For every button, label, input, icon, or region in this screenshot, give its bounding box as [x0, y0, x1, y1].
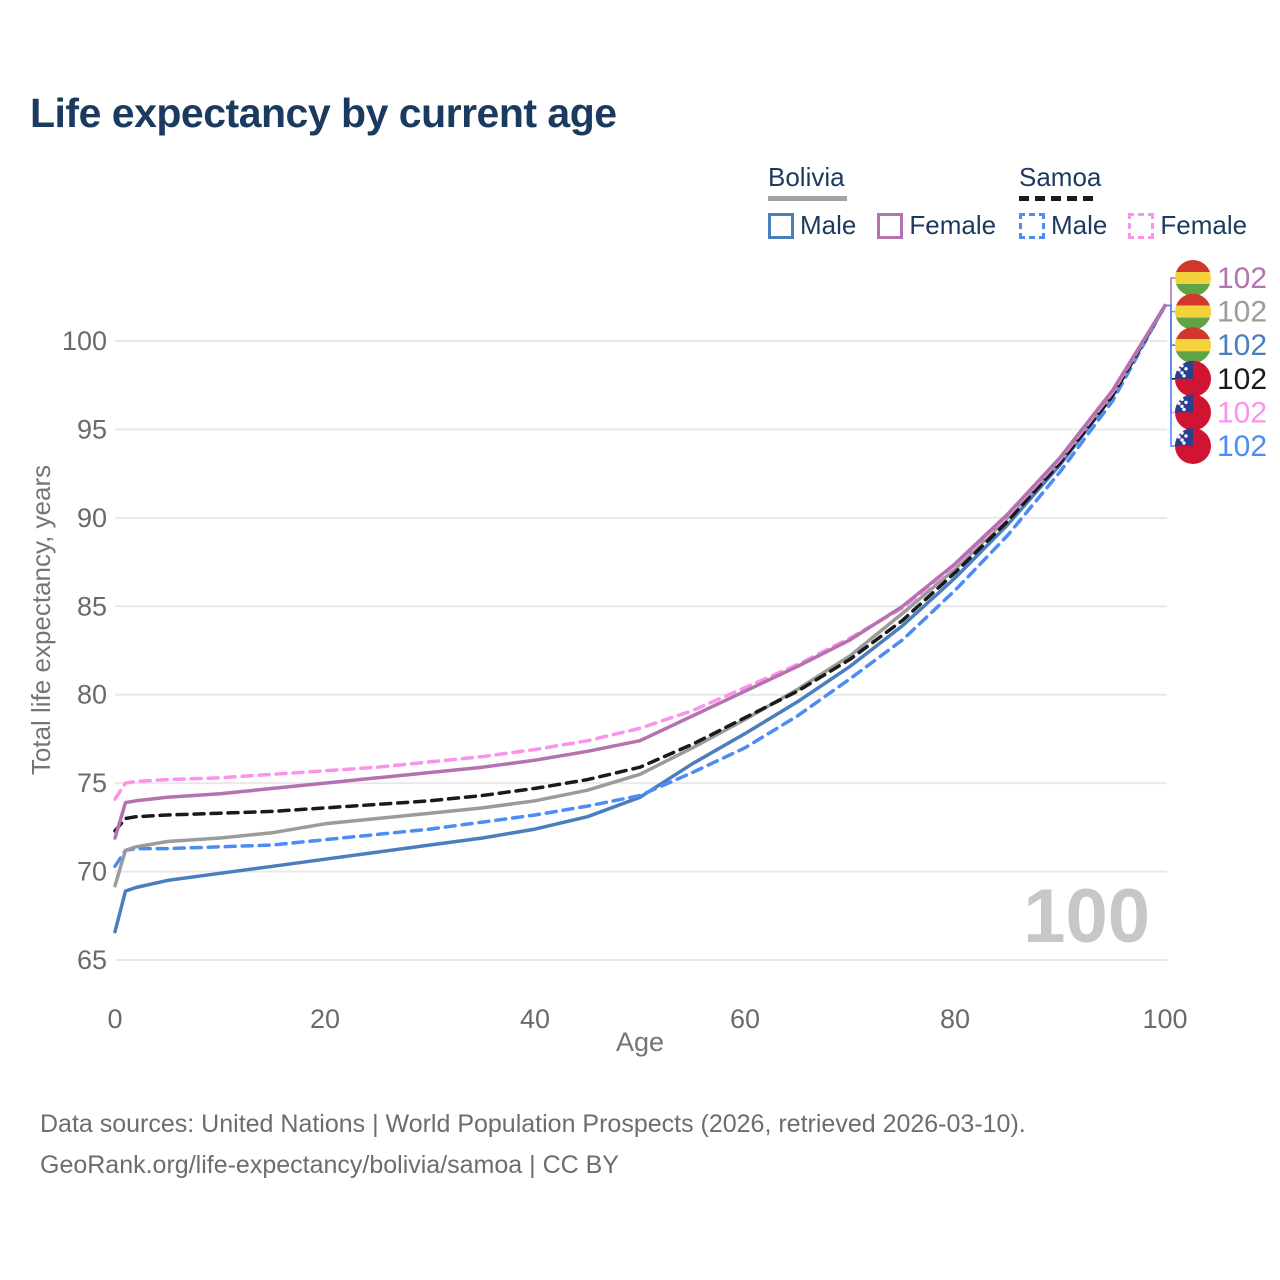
end-value-label-samoa-overall: 102 — [1217, 363, 1267, 396]
legend-underline-samoa-line-swatch — [1019, 196, 1098, 201]
flag-icon-bolivia — [1175, 293, 1211, 330]
flag-icon-samoa — [1175, 360, 1211, 397]
y-axis-tick-label: 85 — [77, 591, 107, 621]
legend-item-label: Female — [909, 210, 997, 240]
flag-icon-samoa — [1175, 428, 1211, 464]
data-sources-text: Data sources: United Nations | World Pop… — [40, 1110, 1026, 1138]
line-swatch-bolivia-female — [877, 212, 904, 239]
y-axis-title: Total life expectancy, years — [26, 465, 56, 775]
y-axis-tick-label: 70 — [77, 857, 107, 887]
x-axis-tick-label: 0 — [107, 1004, 122, 1034]
x-axis-tick-label: 80 — [940, 1004, 970, 1034]
line-samoa-female[interactable] — [113, 303, 1167, 801]
legend-item-samoa-female[interactable]: Female — [1128, 210, 1247, 241]
legend-group-title-samoa[interactable]: Samoa — [1019, 162, 1102, 192]
flag-icon-bolivia — [1175, 260, 1211, 296]
line-bolivia-female[interactable] — [113, 303, 1167, 840]
page-title: Life expectancy by current age — [30, 90, 617, 136]
flag-icon-bolivia — [1175, 327, 1211, 364]
y-axis-tick-label: 65 — [77, 945, 107, 975]
end-value-label-bolivia-female: 102 — [1217, 262, 1267, 295]
x-axis-tick-label: 40 — [520, 1004, 550, 1034]
end-label-connector-samoa-male — [1165, 304, 1175, 447]
x-axis-tick-label: 60 — [730, 1004, 760, 1034]
legend-item-label: Male — [800, 210, 857, 240]
legend-item-label: Female — [1160, 210, 1248, 240]
end-value-label-bolivia-overall: 102 — [1217, 296, 1267, 329]
line-swatch-samoa-male — [1019, 212, 1045, 239]
y-axis-tick-label: 90 — [77, 503, 107, 533]
legend-item-label: Male — [1051, 210, 1108, 240]
y-axis-tick-label: 95 — [77, 414, 107, 444]
x-axis-title: Age — [616, 1027, 664, 1057]
legend-item-bolivia-female[interactable]: Female — [877, 210, 996, 241]
legend-underline-bolivia-line-swatch — [768, 196, 847, 201]
line-samoa-male[interactable] — [113, 303, 1167, 869]
line-bolivia-male[interactable] — [113, 303, 1167, 934]
flag-icon-samoa — [1175, 394, 1211, 431]
legend-item-bolivia-male[interactable]: Male — [768, 210, 856, 241]
y-axis-tick-label: 80 — [77, 680, 107, 710]
line-swatch-samoa-female — [1128, 212, 1155, 239]
chart-legend: Bolivia Male Female Samoa Male Female — [0, 162, 1280, 242]
legend-group-bolivia: Bolivia Male Female — [768, 162, 996, 241]
end-value-label-samoa-male: 102 — [1217, 430, 1267, 463]
legend-group-title-bolivia[interactable]: Bolivia — [768, 162, 845, 192]
legend-item-samoa-male[interactable]: Male — [1019, 210, 1107, 241]
end-label-connector-samoa-overall — [1165, 304, 1175, 380]
x-axis-tick-label: 100 — [1142, 1004, 1187, 1034]
end-value-label-samoa-female: 102 — [1217, 396, 1267, 429]
end-label-connector-samoa-female — [1165, 304, 1175, 414]
line-swatch-bolivia-male — [768, 212, 794, 239]
y-axis-tick-label: 100 — [62, 326, 107, 356]
x-axis-tick-label: 20 — [310, 1004, 340, 1034]
legend-group-samoa: Samoa Male Female — [1019, 162, 1247, 241]
current-age-watermark: 100 — [1023, 874, 1150, 959]
end-value-label-bolivia-male: 102 — [1217, 329, 1267, 362]
line-bolivia-overall[interactable] — [113, 303, 1167, 888]
end-label-connector-bolivia-female — [1165, 277, 1175, 307]
attribution-text: GeoRank.org/life-expectancy/bolivia/samo… — [40, 1151, 619, 1179]
y-axis-tick-label: 75 — [77, 768, 107, 798]
chart-footer: Data sources: United Nations | World Pop… — [40, 1104, 1026, 1186]
line-samoa-overall[interactable] — [113, 303, 1167, 833]
